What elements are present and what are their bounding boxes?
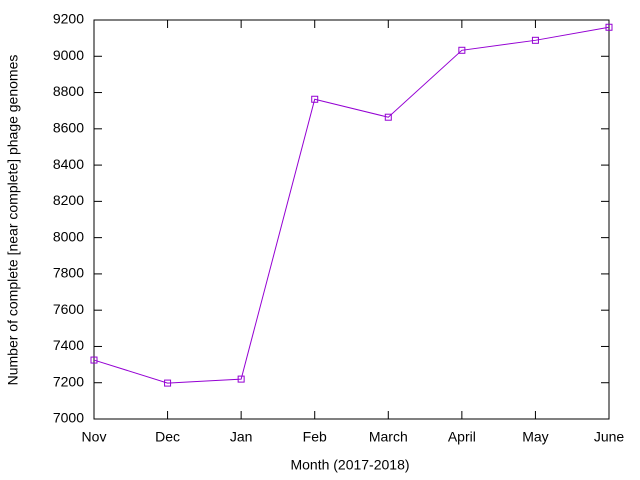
y-tick-label: 8200 [53,192,84,208]
y-tick-label: 8000 [53,228,84,244]
y-tick-label: 7800 [53,265,84,281]
x-tick-label: Nov [82,429,107,445]
point-marker [531,36,539,44]
y-tick-label: 7400 [53,337,84,353]
point-marker [384,113,392,121]
x-tick-label: May [522,429,548,445]
y-tick-label: 8400 [53,156,84,172]
series-line [93,26,610,384]
point-marker [237,375,245,383]
x-tick-label: March [369,429,408,445]
y-tick-label: 7000 [53,410,84,426]
x-tick-label: June [594,429,625,445]
point-marker [164,379,172,387]
point-marker [458,46,466,54]
y-tick-label: 9000 [53,47,84,63]
y-tick-label: 7200 [53,373,84,389]
plot-frame [93,19,610,420]
x-axis-label: Month (2017-2018) [290,457,409,473]
y-tick-label: 8800 [53,83,84,99]
y-axis-label: Number of complete [near complete] phage… [5,55,21,386]
x-tick-label: April [448,429,476,445]
x-tick-label: Feb [303,429,327,445]
x-tick-label: Dec [155,429,180,445]
y-tick-label: 9200 [53,11,84,27]
point-marker [605,23,613,31]
point-marker [311,95,319,103]
point-marker [90,356,98,364]
y-tick-label: 7600 [53,301,84,317]
y-tick-label: 8600 [53,120,84,136]
x-tick-label: Jan [230,429,253,445]
